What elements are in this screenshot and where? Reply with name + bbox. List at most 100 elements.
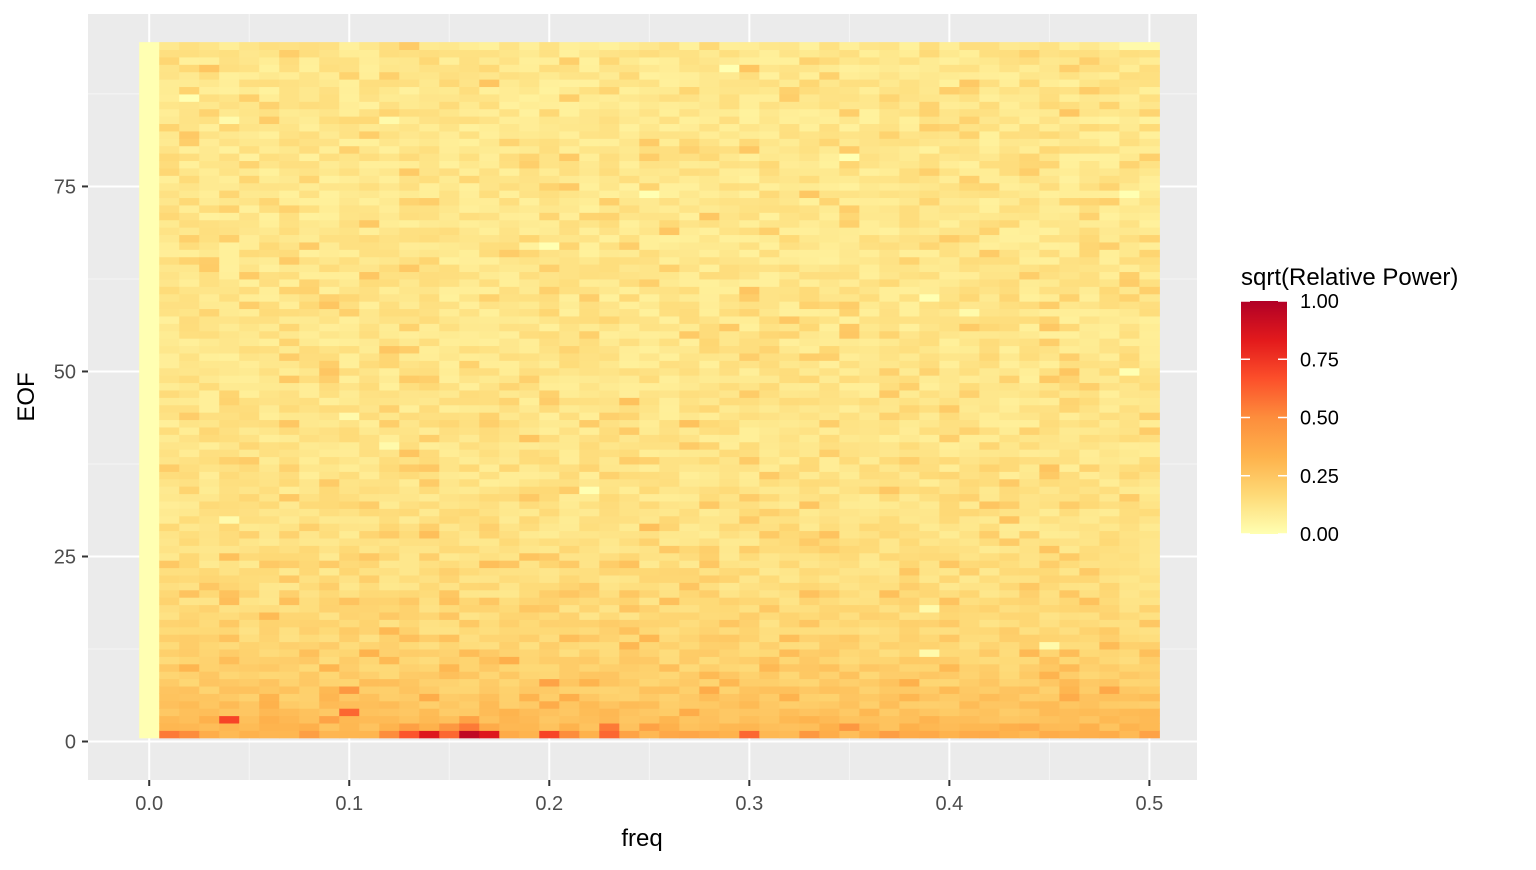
heatmap-cell xyxy=(399,249,420,258)
heatmap-cell xyxy=(199,367,220,376)
heatmap-cell xyxy=(799,345,820,354)
heatmap-cell xyxy=(719,619,740,628)
heatmap-cell xyxy=(499,338,520,347)
heatmap-cell xyxy=(559,145,580,154)
heatmap-cell xyxy=(659,64,680,73)
heatmap-cell xyxy=(199,397,220,406)
heatmap-cell xyxy=(499,345,520,354)
heatmap-cell xyxy=(719,138,740,147)
heatmap-cell xyxy=(1119,723,1140,731)
heatmap-cell xyxy=(399,130,420,139)
heatmap-cell xyxy=(1139,330,1160,339)
heatmap-cell xyxy=(219,352,240,361)
heatmap-cell xyxy=(959,308,980,317)
heatmap-cell xyxy=(879,293,900,302)
heatmap-cell xyxy=(319,589,340,598)
heatmap-cell xyxy=(859,537,880,546)
heatmap-cell xyxy=(919,271,940,280)
heatmap-cell xyxy=(539,678,560,687)
heatmap-cell xyxy=(359,456,380,465)
heatmap-cell xyxy=(1119,271,1140,280)
heatmap-cell xyxy=(1019,567,1040,576)
heatmap-cell xyxy=(319,523,340,532)
heatmap-cell xyxy=(339,323,360,332)
heatmap-cell xyxy=(439,271,460,280)
heatmap-cell xyxy=(259,219,280,228)
heatmap-cell xyxy=(1119,42,1140,51)
heatmap-cell xyxy=(859,463,880,472)
heatmap-cell xyxy=(219,264,240,273)
heatmap-cell xyxy=(159,471,180,480)
heatmap-cell xyxy=(679,589,700,598)
heatmap-cell xyxy=(1099,419,1120,428)
heatmap-cell xyxy=(419,493,440,502)
heatmap-cell xyxy=(1039,412,1060,421)
heatmap-cell xyxy=(619,449,640,458)
heatmap-cell xyxy=(679,301,700,310)
heatmap-cell xyxy=(399,323,420,332)
heatmap-cell xyxy=(1059,619,1080,628)
heatmap-cell xyxy=(999,116,1020,125)
heatmap-cell xyxy=(1139,463,1160,472)
heatmap-cell xyxy=(159,86,180,95)
heatmap-cell xyxy=(1139,723,1160,731)
heatmap-cell xyxy=(999,641,1020,650)
heatmap-cell xyxy=(919,123,940,132)
heatmap-cell xyxy=(579,456,600,465)
heatmap-cell xyxy=(479,641,500,650)
heatmap-cell xyxy=(939,723,960,731)
heatmap-cell xyxy=(1039,123,1060,132)
heatmap-cell xyxy=(179,375,200,384)
heatmap-cell xyxy=(839,167,860,176)
heatmap-cell xyxy=(939,153,960,162)
heatmap-cell xyxy=(679,153,700,162)
heatmap-cell xyxy=(1039,582,1060,591)
heatmap-cell xyxy=(539,700,560,709)
heatmap-cell xyxy=(159,419,180,428)
heatmap-cell xyxy=(999,471,1020,480)
heatmap-cell xyxy=(899,449,920,458)
heatmap-cell xyxy=(719,49,740,58)
heatmap-cell xyxy=(1059,671,1080,680)
heatmap-cell xyxy=(219,612,240,620)
heatmap-cell xyxy=(619,412,640,421)
heatmap-cell xyxy=(1099,241,1120,250)
heatmap-cell xyxy=(1119,708,1140,717)
heatmap-cell xyxy=(379,182,400,191)
heatmap-cell xyxy=(1019,182,1040,191)
heatmap-cell xyxy=(879,367,900,376)
heatmap-cell xyxy=(719,323,740,332)
heatmap-cell xyxy=(499,123,520,132)
heatmap-cell xyxy=(359,338,380,347)
heatmap-cell xyxy=(799,463,820,472)
heatmap-cell xyxy=(979,404,1000,413)
heatmap-cell xyxy=(759,264,780,273)
heatmap-cell xyxy=(519,101,540,110)
heatmap-cell xyxy=(179,71,200,80)
heatmap-cell xyxy=(399,286,420,295)
heatmap-cell xyxy=(639,560,660,569)
heatmap-cell xyxy=(459,723,480,731)
heatmap-cell xyxy=(1039,271,1060,280)
heatmap-cell xyxy=(219,641,240,650)
heatmap-cell xyxy=(279,293,300,302)
heatmap-cell xyxy=(819,574,840,583)
heatmap-cell xyxy=(179,108,200,117)
heatmap-cell xyxy=(699,567,720,576)
heatmap-cell xyxy=(279,619,300,628)
heatmap-cell xyxy=(759,145,780,154)
heatmap-cell xyxy=(1039,42,1060,51)
heatmap-cell xyxy=(179,145,200,154)
heatmap-cell xyxy=(1079,145,1100,154)
heatmap-cell xyxy=(659,619,680,628)
heatmap-cell xyxy=(159,671,180,680)
heatmap-cell xyxy=(539,449,560,458)
heatmap-cell xyxy=(659,545,680,554)
heatmap-cell xyxy=(939,249,960,258)
heatmap-cell xyxy=(1039,204,1060,213)
heatmap-cell xyxy=(979,212,1000,221)
heatmap-cell xyxy=(1019,449,1040,458)
heatmap-cell xyxy=(599,612,620,620)
heatmap-cell xyxy=(419,278,440,287)
heatmap-cell xyxy=(419,567,440,576)
